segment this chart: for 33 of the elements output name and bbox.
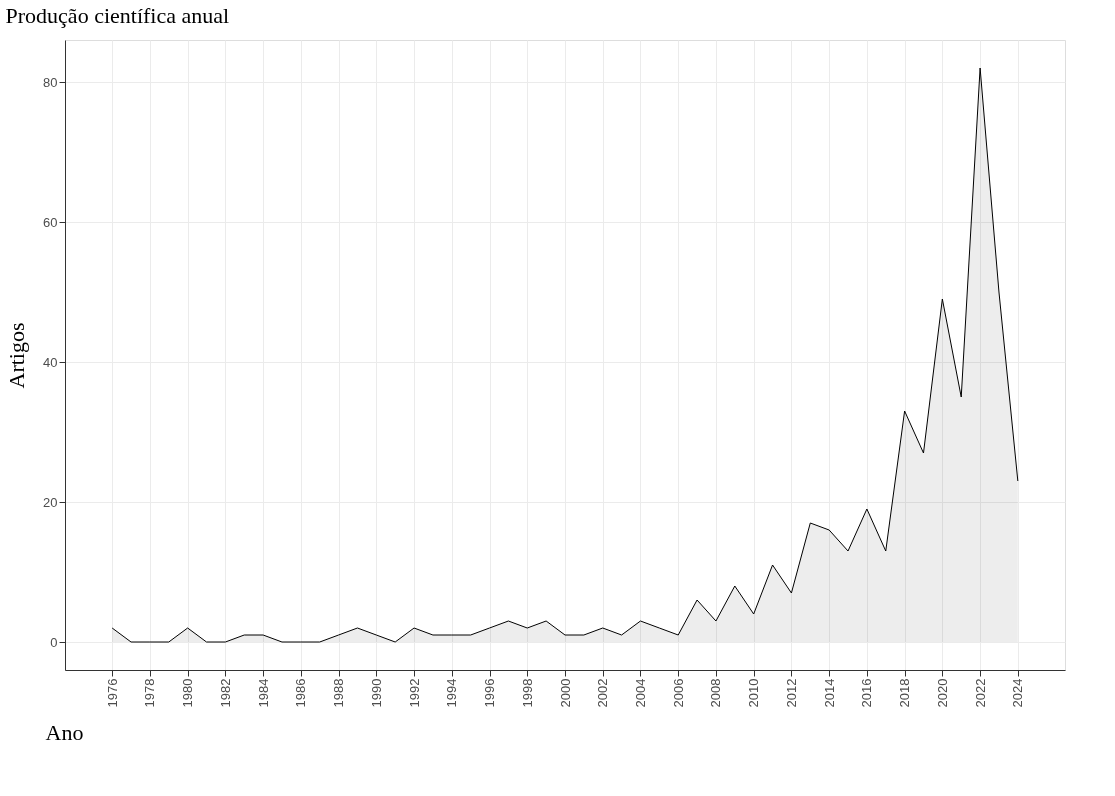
x-tick-label: 2000 xyxy=(557,678,573,708)
x-tick-label: 2008 xyxy=(708,678,724,708)
x-tick-label: 1984 xyxy=(255,678,271,708)
x-tick-label: 1980 xyxy=(180,678,196,708)
x-tick-label: 2002 xyxy=(595,678,611,708)
x-tick-label: 2024 xyxy=(1010,678,1026,708)
x-tick-label: 2010 xyxy=(746,678,762,708)
x-tick-label: 2018 xyxy=(897,678,913,708)
x-tick-label: 1990 xyxy=(368,678,384,708)
x-tick-label: 1994 xyxy=(444,678,460,708)
x-tick-label: 2016 xyxy=(859,678,875,708)
x-axis-title: Ano xyxy=(45,720,84,746)
x-tick-label: 2006 xyxy=(670,678,686,708)
y-tick-label: 80 xyxy=(43,74,58,90)
x-tick-label: 1988 xyxy=(331,678,347,708)
x-tick-label: 1996 xyxy=(482,678,498,708)
x-tick-label: 2020 xyxy=(934,678,950,708)
x-tick-label: 1986 xyxy=(293,678,309,708)
chart-title: Produção científica anual xyxy=(5,3,230,28)
y-tick-label: 0 xyxy=(50,634,58,650)
x-tick-label: 2004 xyxy=(632,678,648,708)
x-tick-label: 2022 xyxy=(972,678,988,708)
y-tick-label: 60 xyxy=(43,214,58,230)
x-tick-label: 1992 xyxy=(406,678,422,708)
y-tick-label: 40 xyxy=(43,354,58,370)
y-axis-title: Artigos xyxy=(4,322,30,389)
x-tick-label: 1976 xyxy=(104,678,120,708)
x-tick-label: 1998 xyxy=(519,678,535,708)
x-tick-label: 1982 xyxy=(217,678,233,708)
x-tick-label: 2014 xyxy=(821,678,837,708)
x-tick-label: 1978 xyxy=(142,678,158,708)
y-tick-label: 20 xyxy=(43,494,58,510)
x-tick-label: 2012 xyxy=(783,678,799,708)
